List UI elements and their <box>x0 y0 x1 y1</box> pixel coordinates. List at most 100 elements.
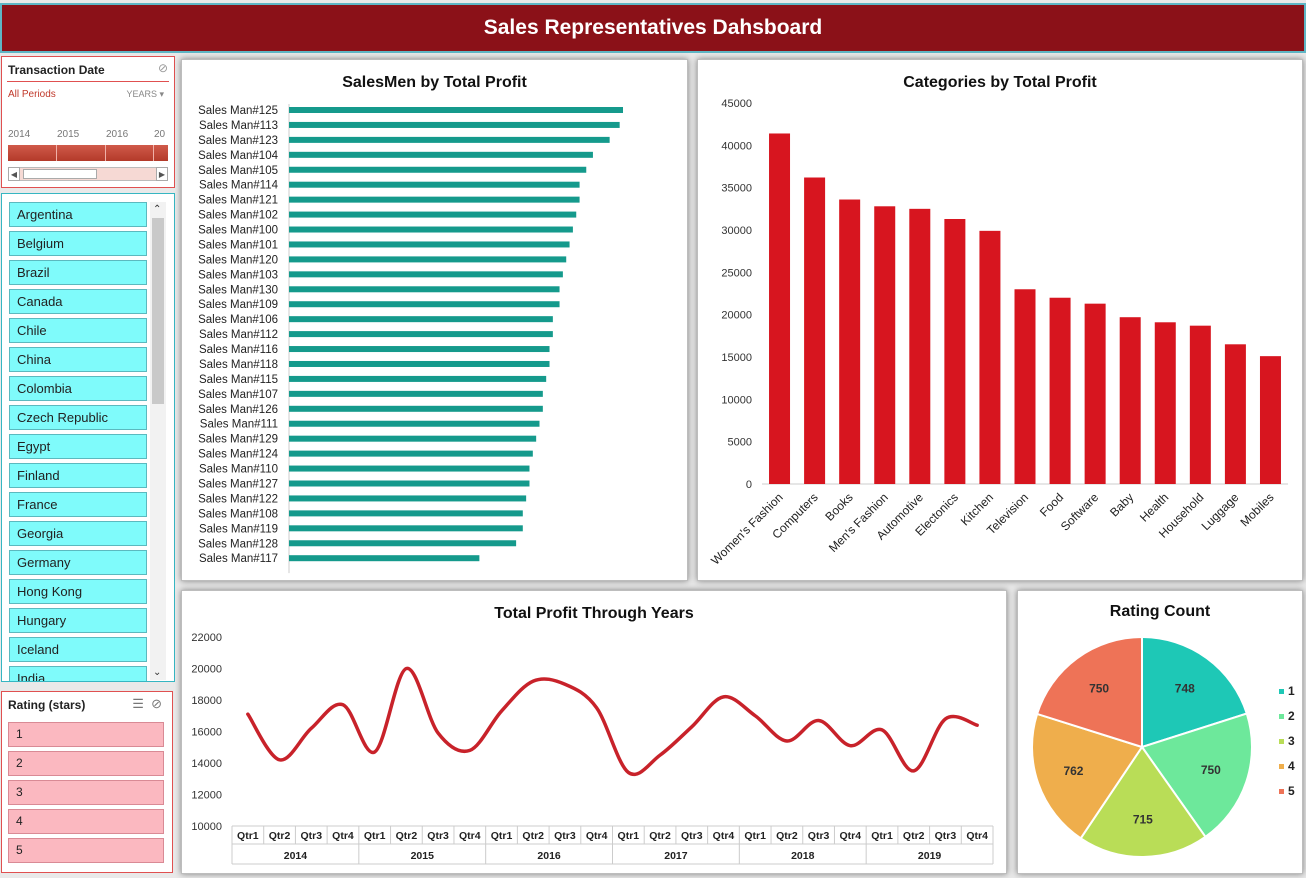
y-tick-label: 14000 <box>191 758 222 770</box>
y-tick-label: 22000 <box>191 632 222 644</box>
multi-select-icon[interactable]: ☰ <box>132 696 144 711</box>
legend-swatch <box>1279 764 1284 769</box>
bar <box>289 226 573 233</box>
country-scroll-thumb[interactable] <box>152 218 164 404</box>
year-label: 2019 <box>918 850 942 862</box>
timeline-scrollbar[interactable]: ◀ ▶ <box>8 167 168 181</box>
transaction-date-timeline[interactable]: Transaction Date ⊘ All Periods YEARS ▾ 2… <box>1 56 175 188</box>
bar <box>1259 356 1281 484</box>
chart-title: Total Profit Through Years <box>494 605 694 622</box>
x-tick-label: Books <box>822 490 855 523</box>
timeline-tick <box>105 145 106 161</box>
scroll-down-icon[interactable]: ⌄ <box>153 667 162 678</box>
bar <box>289 405 543 412</box>
country-item[interactable]: Brazil <box>9 260 147 285</box>
bar <box>804 177 826 485</box>
rating-item[interactable]: 2 <box>8 751 164 776</box>
data-point <box>754 714 756 717</box>
country-slicer[interactable]: Argentina Belgium Brazil Canada Chile China Co… <box>1 193 175 682</box>
category-label: Sales Man#113 <box>199 120 278 132</box>
quarter-label: Qtr4 <box>966 830 988 842</box>
country-item[interactable]: Egypt <box>9 434 147 459</box>
y-tick-label: 18000 <box>191 695 222 707</box>
quarter-label: Qtr1 <box>237 830 259 842</box>
bar <box>289 375 547 382</box>
rating-item[interactable]: 4 <box>8 809 164 834</box>
timeline-range-bar[interactable] <box>8 145 168 161</box>
bar <box>839 199 861 484</box>
scroll-up-icon[interactable]: ⌃ <box>153 204 162 215</box>
category-label: Sales Man#126 <box>198 404 278 416</box>
country-item[interactable]: Georgia <box>9 521 147 546</box>
y-tick-label: 12000 <box>191 790 222 802</box>
bar <box>289 316 553 323</box>
category-label: Sales Man#130 <box>198 284 278 296</box>
rating-item[interactable]: 1 <box>8 722 164 747</box>
pie-slice <box>1079 745 1207 858</box>
quarter-label: Qtr2 <box>903 830 925 842</box>
y-tick-label: 20000 <box>721 310 752 322</box>
country-item[interactable]: Hong Kong <box>9 579 147 604</box>
category-label: Sales Man#103 <box>198 269 278 281</box>
chart-title: SalesMen by Total Profit <box>342 74 527 91</box>
category-label: Sales Man#114 <box>199 180 279 192</box>
salesmen-bar-svg: Sales Man#125 Sales Man#113 Sales Man#123 S… <box>198 104 623 574</box>
categories-bar-svg: 0 5000 10000 15000 20000 25000 30000 35000 40000… <box>708 98 1288 568</box>
bar <box>769 133 791 484</box>
clear-filter-icon[interactable]: ⊘ <box>157 61 168 75</box>
country-item[interactable]: Finland <box>9 463 147 488</box>
clear-filter-icon[interactable]: ⊘ <box>151 696 162 711</box>
rating-item[interactable]: 3 <box>8 780 164 805</box>
legend-label: 2 <box>1288 709 1295 723</box>
country-item[interactable]: Belgium <box>9 231 147 256</box>
timeline-title: Transaction Date <box>8 63 105 77</box>
pie-slice <box>1140 712 1253 839</box>
country-item[interactable]: Iceland <box>9 637 147 662</box>
profit-line-svg: 10000 12000 14000 16000 18000 20000 22000 Qtr1 Q… <box>191 632 994 865</box>
bar <box>1084 303 1106 484</box>
bar <box>289 331 553 338</box>
bar <box>909 208 931 485</box>
timeline-scroll-thumb[interactable] <box>23 169 97 179</box>
rating-item[interactable]: 5 <box>8 838 164 863</box>
country-item[interactable]: Chile <box>9 318 147 343</box>
category-label: Sales Man#129 <box>198 434 278 446</box>
quarter-label: Qtr2 <box>522 830 544 842</box>
country-scrollbar[interactable]: ⌃ ⌄ <box>150 202 166 680</box>
country-item[interactable]: Czech Republic <box>9 405 147 430</box>
timeline-tick <box>56 145 57 161</box>
category-label: Sales Man#100 <box>198 225 278 237</box>
bar <box>289 435 537 442</box>
country-item[interactable]: China <box>9 347 147 372</box>
bar <box>1189 325 1211 484</box>
rating-pie-svg: 748 750 715 762 750 1 2 3 4 5 <box>1031 635 1295 858</box>
category-label: Sales Man#104 <box>198 150 279 162</box>
timeline-level-dropdown[interactable]: YEARS ▾ <box>126 89 164 100</box>
timeline-year: 2014 <box>8 129 31 140</box>
y-tick-label: 10000 <box>721 394 752 406</box>
data-point <box>469 749 471 752</box>
legend-swatch <box>1279 689 1284 694</box>
scroll-left-icon[interactable]: ◀ <box>8 167 20 181</box>
category-label: Sales Man#105 <box>198 165 278 177</box>
quarter-label: Qtr2 <box>776 830 798 842</box>
bar <box>289 555 480 562</box>
legend-swatch <box>1279 789 1284 794</box>
chart-title: Categories by Total Profit <box>903 74 1097 91</box>
country-item[interactable]: Canada <box>9 289 147 314</box>
data-point <box>722 696 725 698</box>
country-item[interactable]: Hungary <box>9 608 147 633</box>
country-item[interactable]: India <box>9 666 147 681</box>
bar <box>289 450 533 457</box>
country-item[interactable]: Colombia <box>9 376 147 401</box>
quarter-label: Qtr3 <box>935 830 957 842</box>
rating-slicer[interactable]: Rating (stars) ☰ ⊘ 1 2 3 4 5 <box>1 691 173 873</box>
country-item[interactable]: France <box>9 492 147 517</box>
category-label: Sales Man#107 <box>198 389 278 401</box>
data-point <box>912 770 915 772</box>
country-item[interactable]: Argentina <box>9 202 147 227</box>
scroll-right-icon[interactable]: ▶ <box>156 167 168 181</box>
bar <box>1119 317 1141 484</box>
country-item[interactable]: Germany <box>9 550 147 575</box>
quarter-label: Qtr4 <box>459 830 481 842</box>
